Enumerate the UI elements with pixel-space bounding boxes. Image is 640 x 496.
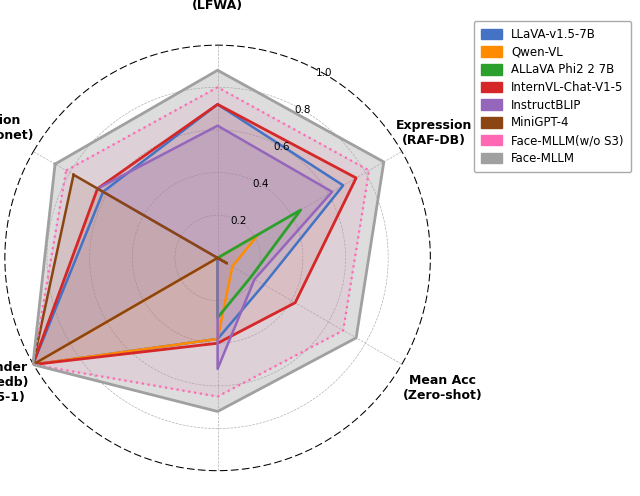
Text: 0.6: 0.6 (273, 142, 290, 152)
Text: 1.0: 1.0 (316, 68, 333, 78)
Legend: LLaVA-v1.5-7B, Qwen-VL, ALLaVA Phi2 2 7B, InternVL-Chat-V1-5, InstructBLIP, Mini: LLaVA-v1.5-7B, Qwen-VL, ALLaVA Phi2 2 7B… (474, 21, 631, 172)
Text: Attribute
(LFWA): Attribute (LFWA) (186, 0, 250, 12)
Polygon shape (33, 87, 369, 397)
Polygon shape (33, 104, 343, 365)
Text: Mean Acc
(Zero-shot): Mean Acc (Zero-shot) (403, 374, 483, 402)
Polygon shape (33, 235, 258, 365)
Text: 0.8: 0.8 (294, 105, 311, 115)
Polygon shape (97, 125, 332, 369)
Polygon shape (33, 175, 227, 365)
Polygon shape (33, 70, 384, 412)
Text: 0.4: 0.4 (252, 179, 269, 189)
Text: Expression
(RAF-DB): Expression (RAF-DB) (396, 119, 472, 147)
Text: Gender
(Agedb)
(0.5-1): Gender (Agedb) (0.5-1) (0, 361, 29, 404)
Text: Emotion
(Emotionet): Emotion (Emotionet) (0, 114, 34, 142)
Polygon shape (33, 104, 356, 365)
Text: 0.2: 0.2 (230, 216, 247, 226)
Polygon shape (218, 210, 301, 317)
